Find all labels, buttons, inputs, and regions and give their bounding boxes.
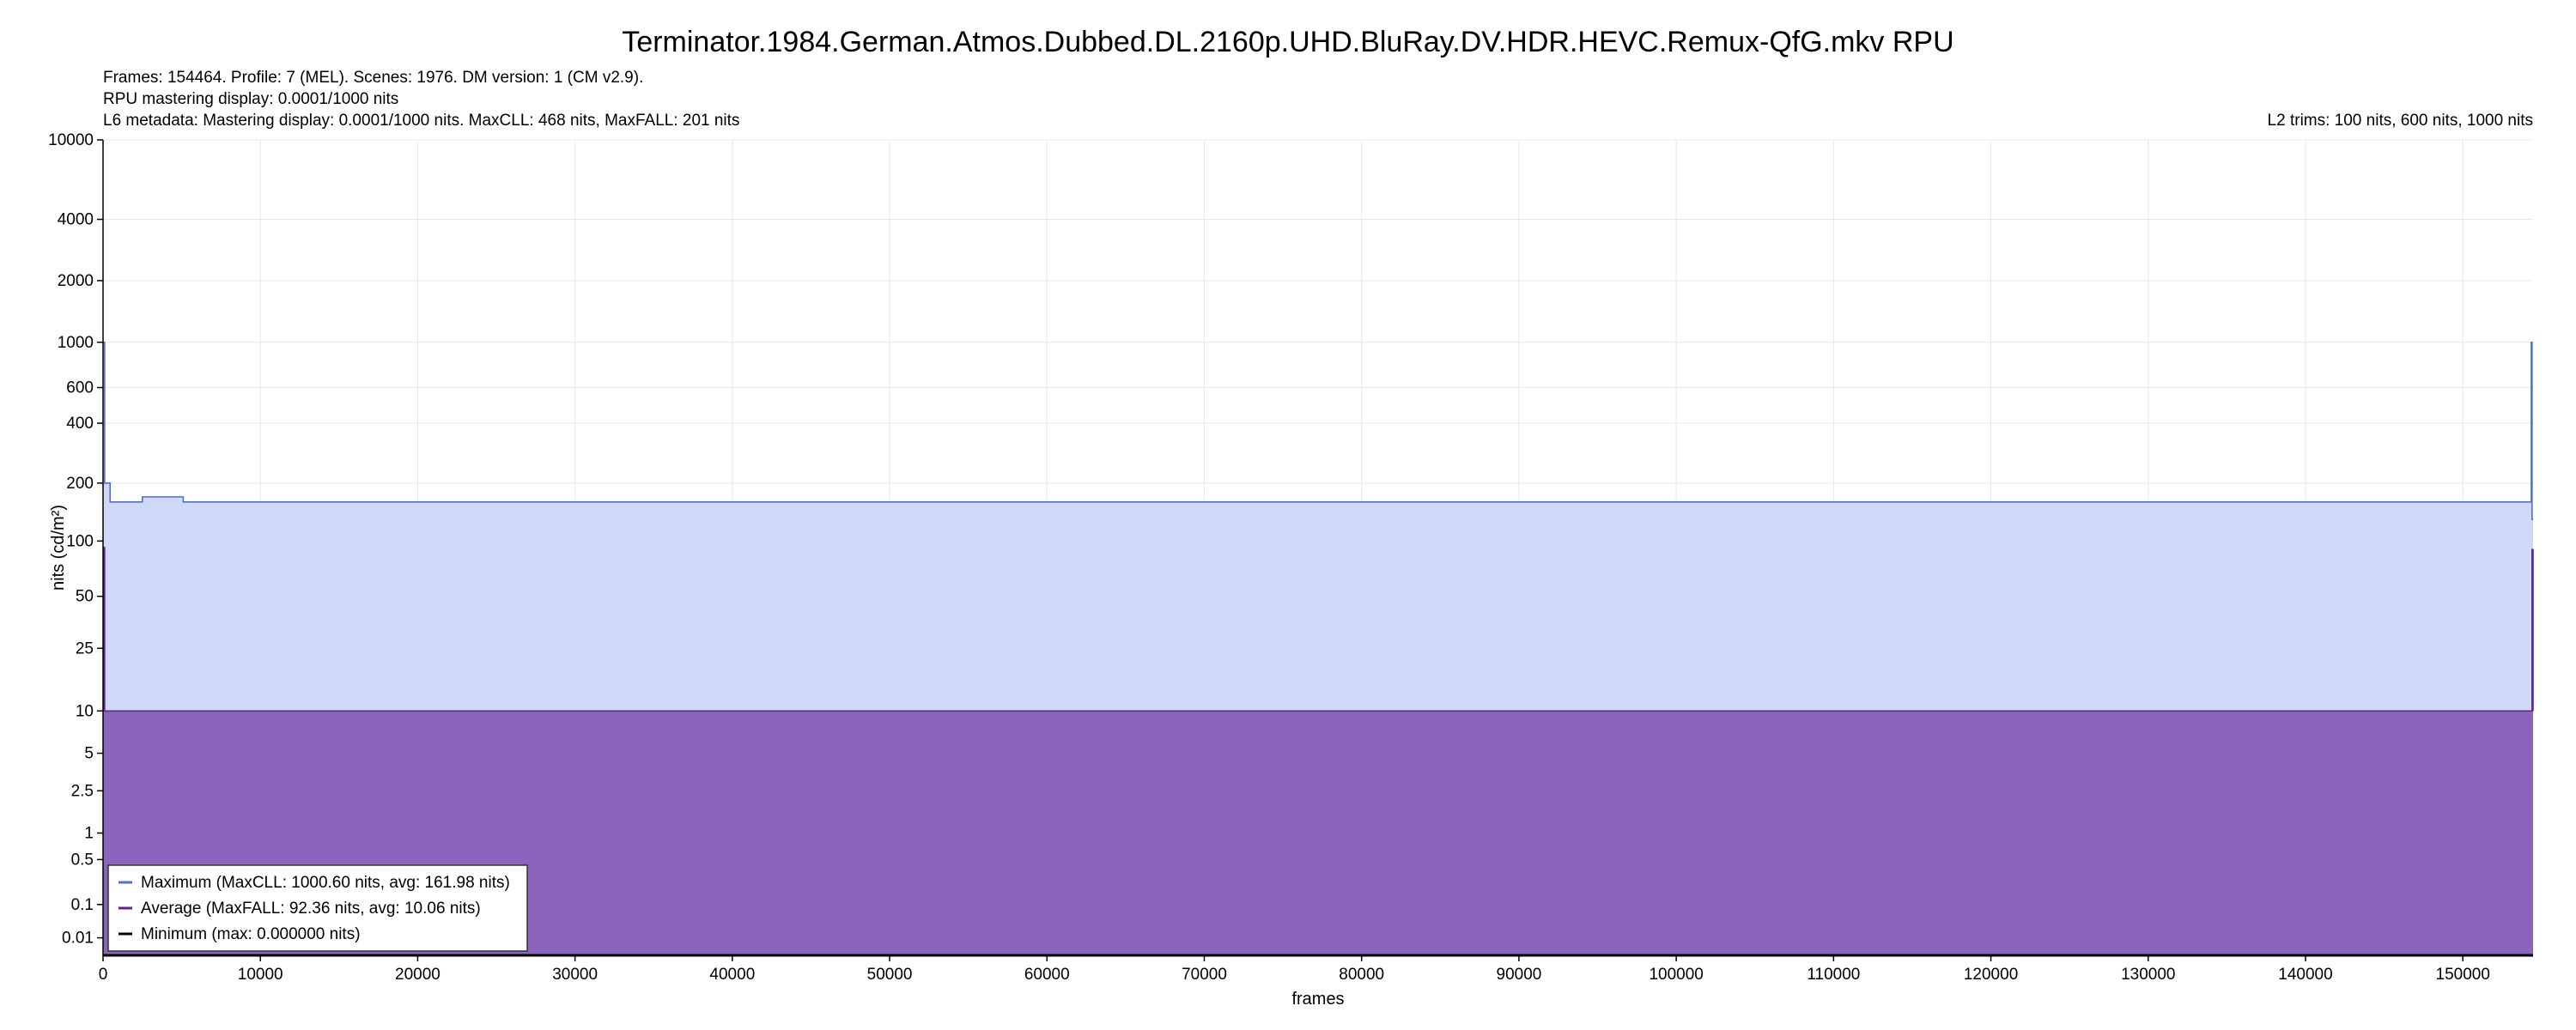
x-tick-label: 100000 [1649, 966, 1703, 984]
y-tick-label: 1 [84, 825, 94, 843]
tick-labels: 0 10000 20000 30000 40000 50000 60000 70000 8000… [48, 131, 2490, 984]
chart-title: Terminator.1984.German.Atmos.Dubbed.DL.2… [622, 26, 1953, 58]
y-tick-label: 600 [66, 379, 94, 397]
x-tick-label: 50000 [867, 966, 913, 984]
x-tick-label: 10000 [238, 966, 283, 984]
legend-entry-maximum: Maximum (MaxCLL: 1000.60 nits, avg: 161.… [141, 874, 510, 892]
legend-entry-average: Average (MaxFALL: 92.36 nits, avg: 10.06… [141, 900, 481, 918]
y-tick-label: 2000 [58, 272, 94, 290]
x-tick-label: 130000 [2121, 966, 2175, 984]
x-tick-label: 140000 [2278, 966, 2332, 984]
info-line-frames: Frames: 154464. Profile: 7 (MEL). Scenes… [103, 69, 643, 87]
legend-box [107, 864, 528, 952]
x-tick-label: 150000 [2436, 966, 2490, 984]
x-tick-label: 20000 [395, 966, 440, 984]
y-tick-label: 0.01 [62, 930, 94, 948]
axes [97, 139, 2533, 961]
info-line-l6: L6 metadata: Mastering display: 0.0001/1… [103, 112, 739, 130]
series-average-line [103, 547, 2534, 712]
legend-entry-minimum: Minimum (max: 0.000000 nits) [141, 925, 361, 943]
x-tick-label: 110000 [1807, 966, 1860, 984]
y-tick-label: 1000 [58, 334, 94, 352]
l2-trims-label: L2 trims: 100 nits, 600 nits, 1000 nits [2268, 112, 2533, 130]
info-line-rpu: RPU mastering display: 0.0001/1000 nits [103, 90, 398, 108]
y-tick-label: 25 [76, 639, 94, 657]
y-tick-label: 200 [66, 475, 94, 493]
y-tick-label: 0.1 [71, 896, 94, 914]
y-axis-label: nits (cd/m²) [49, 505, 68, 591]
x-axis-label: frames [1291, 990, 1344, 1009]
y-tick-label: 10000 [48, 131, 94, 149]
y-tick-label: 100 [66, 532, 94, 550]
y-tick-label: 5 [84, 745, 94, 763]
series-average-area [103, 547, 2533, 955]
x-tick-label: 40000 [709, 966, 755, 984]
x-tick-label: 60000 [1024, 966, 1070, 984]
y-tick-label: 2.5 [71, 782, 94, 800]
y-tick-label: 0.5 [71, 851, 94, 869]
series-maximum-line [103, 341, 2533, 520]
x-tick-label: 30000 [552, 966, 598, 984]
x-tick-label: 120000 [1964, 966, 2018, 984]
y-tick-label: 10 [76, 702, 94, 720]
x-tick-label: 70000 [1182, 966, 1227, 984]
y-tick-label: 50 [76, 588, 94, 606]
x-tick-label: 0 [99, 966, 108, 984]
legend: Maximum (MaxCLL: 1000.60 nits, avg: 161.… [107, 864, 528, 952]
y-tick-label: 4000 [58, 211, 94, 229]
y-tick-label: 400 [66, 415, 94, 433]
x-tick-label: 90000 [1497, 966, 1542, 984]
x-tick-label: 80000 [1339, 966, 1384, 984]
series-layer [103, 341, 2534, 957]
